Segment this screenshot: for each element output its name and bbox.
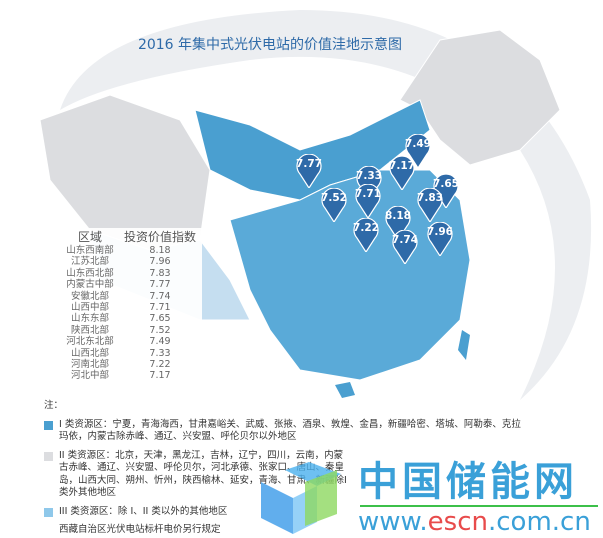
- region-hainan: [335, 382, 355, 398]
- region-name: 山东东部: [70, 313, 109, 325]
- map-pin: 8.18: [385, 205, 411, 242]
- index-value: 7.71: [149, 302, 171, 314]
- map-pin: 7.52: [321, 187, 347, 224]
- region-name: 陕西北部: [70, 324, 109, 336]
- table-row: 山东西北部 7.83: [62, 268, 202, 279]
- index-value: 7.17: [149, 370, 171, 382]
- pin-value: 7.74: [392, 234, 418, 246]
- region-name: 内蒙古中部: [66, 279, 114, 291]
- map-pin-icon: [356, 165, 382, 202]
- map-title: 2016 年集中式光伏电站的价值洼地示意图: [137, 37, 403, 53]
- table-header: 区域: [77, 230, 102, 244]
- index-value: 7.33: [149, 347, 171, 359]
- region-class1: [194, 99, 431, 201]
- table-row: 山东西南部 8.18: [62, 245, 202, 256]
- region-name: 江苏北部: [70, 256, 109, 268]
- map-pin-icon: [427, 221, 453, 258]
- pin-value: 7.33: [356, 170, 382, 182]
- map-pin: 7.96: [427, 221, 453, 258]
- watermark-logo: [261, 462, 341, 534]
- map-pin: 7.33: [356, 165, 382, 202]
- map-pin: 7.77: [296, 153, 322, 190]
- region-name: 山西中部: [70, 302, 109, 314]
- region-name: 安徽北部: [70, 290, 109, 302]
- index-value: 7.49: [149, 336, 171, 348]
- index-value: 8.18: [149, 245, 171, 256]
- map-pin: 7.71: [355, 183, 381, 220]
- index-value: 7.83: [149, 267, 171, 279]
- pin-value: 7.52: [321, 192, 347, 204]
- pin-value: 8.18: [385, 210, 411, 222]
- table-row: 河南北部 7.22: [62, 359, 202, 370]
- legend-swatch-class2: [44, 451, 53, 461]
- table-row: 山西北部 7.33: [62, 348, 202, 359]
- legend-notes: 注： I 类资源区：宁夏，青海海西，甘肃嘉峪关、武威、张掖、酒泉、敦煌、金昌，新…: [44, 400, 529, 537]
- pin-value: 7.65: [433, 178, 459, 190]
- region-name: 山西北部: [70, 347, 109, 359]
- map-pin-icon: [405, 133, 431, 170]
- pin-value: 7.49: [405, 138, 431, 150]
- table-row: 江苏北部 7.96: [62, 256, 202, 267]
- legend-class2: II 类资源区：北京，天津，黑龙江，吉林，辽宁，四川，云南，内蒙古赤峰、通辽、兴…: [59, 449, 347, 499]
- pin-value: 7.83: [417, 192, 443, 204]
- legend-swatch-class1: [44, 420, 53, 430]
- region-name: 山东西北部: [66, 267, 114, 279]
- map-pin: 7.74: [392, 229, 418, 266]
- notes-heading: 注：: [44, 400, 64, 411]
- table-row: 山东东部 7.65: [62, 313, 202, 324]
- region-name: 河北中部: [70, 370, 109, 382]
- map-pin-icon: [385, 205, 411, 242]
- legend-class1: I 类资源区：宁夏，青海海西，甘肃嘉峪关、武威、张掖、酒泉、敦煌、金昌，新疆哈密…: [59, 418, 521, 443]
- background-swoosh: [60, 10, 592, 400]
- pin-value: 7.77: [296, 158, 322, 170]
- map-pin: 7.49: [405, 133, 431, 170]
- table-row: 山西中部 7.71: [62, 302, 202, 313]
- map-pin-icon: [296, 153, 322, 190]
- table-row: 内蒙古中部 7.77: [62, 279, 202, 290]
- region-name: 山东西南部: [66, 245, 114, 256]
- region-class3-east: [229, 169, 471, 381]
- pin-value: 7.96: [427, 226, 453, 238]
- map-pin-icon: [417, 187, 443, 224]
- index-value: 7.52: [149, 324, 171, 336]
- watermark-text: 中国储能网: [358, 459, 578, 505]
- index-value: 7.74: [149, 290, 171, 302]
- pin-value: 7.71: [355, 188, 381, 200]
- map-pin-icon: [353, 217, 379, 254]
- map-pin: 7.17: [389, 155, 415, 192]
- table-header: 投资价值指数: [123, 230, 196, 244]
- map-pin: 7.22: [353, 217, 379, 254]
- index-value: 7.96: [149, 256, 171, 268]
- tibet-note: 西藏自治区光伏电站标杆电价另行规定: [59, 524, 221, 535]
- index-value: 7.22: [149, 359, 171, 371]
- legend-swatch-class3: [44, 507, 53, 517]
- region-class2-northeast: [399, 29, 561, 166]
- region-taiwan: [458, 330, 470, 360]
- map-pin-icon: [389, 155, 415, 192]
- index-value: 7.77: [149, 279, 171, 291]
- table-row: 安徽北部 7.74: [62, 291, 202, 302]
- map-pin-icon: [355, 183, 381, 220]
- table-row: 河北东北部 7.49: [62, 336, 202, 347]
- region-class2-west: [39, 94, 211, 251]
- pin-value: 7.17: [389, 160, 415, 172]
- map-pin-icon: [321, 187, 347, 224]
- index-value: 7.65: [149, 313, 171, 325]
- region-name: 河北东北部: [66, 336, 114, 348]
- watermark-divider: [360, 505, 598, 507]
- watermark-url: www.escn.com.cn: [358, 507, 591, 537]
- table-row: 陕西北部 7.52: [62, 325, 202, 336]
- pin-value: 7.22: [353, 222, 379, 234]
- table-row: 河北中部 7.17: [62, 370, 202, 381]
- map-pin: 7.83: [417, 187, 443, 224]
- legend-class3: III 类资源区：除 I、II 类以外的其他地区: [59, 505, 228, 517]
- map-pin-icon: [392, 229, 418, 266]
- region-name: 河南北部: [70, 359, 109, 371]
- investment-index-table: 区域 投资价值指数 山东西南部 8.18 江苏北部 7.96 山东西北部 7.83 内蒙古中部…: [62, 228, 202, 382]
